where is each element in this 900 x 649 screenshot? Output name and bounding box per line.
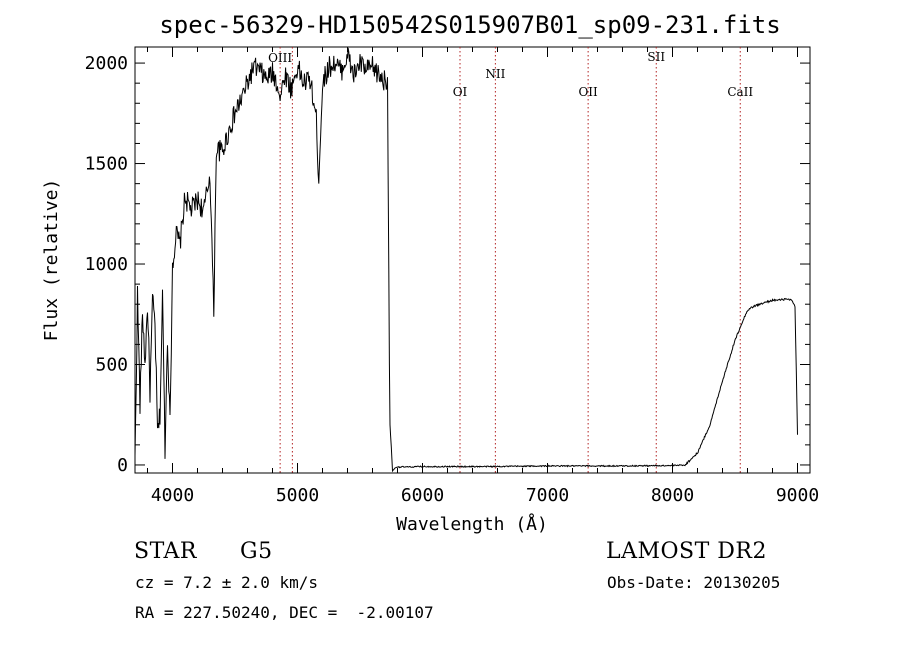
y-tick-label: 1000 — [85, 254, 128, 275]
redshift-text: cz = 7.2 ± 2.0 km/s — [135, 573, 319, 592]
emission-line-label: SII — [647, 50, 665, 64]
obs-date-text: Obs-Date: 20130205 — [607, 573, 781, 592]
x-tick-label: 7000 — [526, 485, 569, 506]
x-tick-label: 6000 — [401, 485, 444, 506]
y-tick-label: 0 — [117, 455, 128, 476]
y-axis-label: Flux (relative) — [41, 179, 62, 342]
y-tick-label: 1500 — [85, 154, 128, 175]
y-tick-label: 2000 — [85, 53, 128, 74]
x-axis-label: Wavelength (Å) — [396, 513, 548, 535]
object-class: STAR — [134, 539, 197, 564]
object-subclass: G5 — [240, 539, 273, 564]
y-tick-label: 500 — [95, 354, 128, 375]
coordinates-text: RA = 227.50240, DEC = -2.00107 — [135, 603, 434, 622]
emission-line-label: CaII — [727, 85, 753, 99]
emission-line-label: OI — [453, 85, 468, 99]
x-tick-label: 5000 — [276, 485, 319, 506]
x-tick-label: 9000 — [776, 485, 819, 506]
x-tick-label: 4000 — [151, 485, 194, 506]
x-tick-label: 8000 — [651, 485, 694, 506]
chart-title: spec-56329-HD150542S015907B01_sp09-231.f… — [159, 11, 780, 39]
survey-name: LAMOST DR2 — [606, 539, 767, 564]
emission-line-label: OIII — [268, 51, 292, 65]
spectrum-line — [134, 47, 798, 473]
emission-line-label: OII — [578, 85, 598, 99]
emission-line-label: NII — [485, 67, 505, 81]
